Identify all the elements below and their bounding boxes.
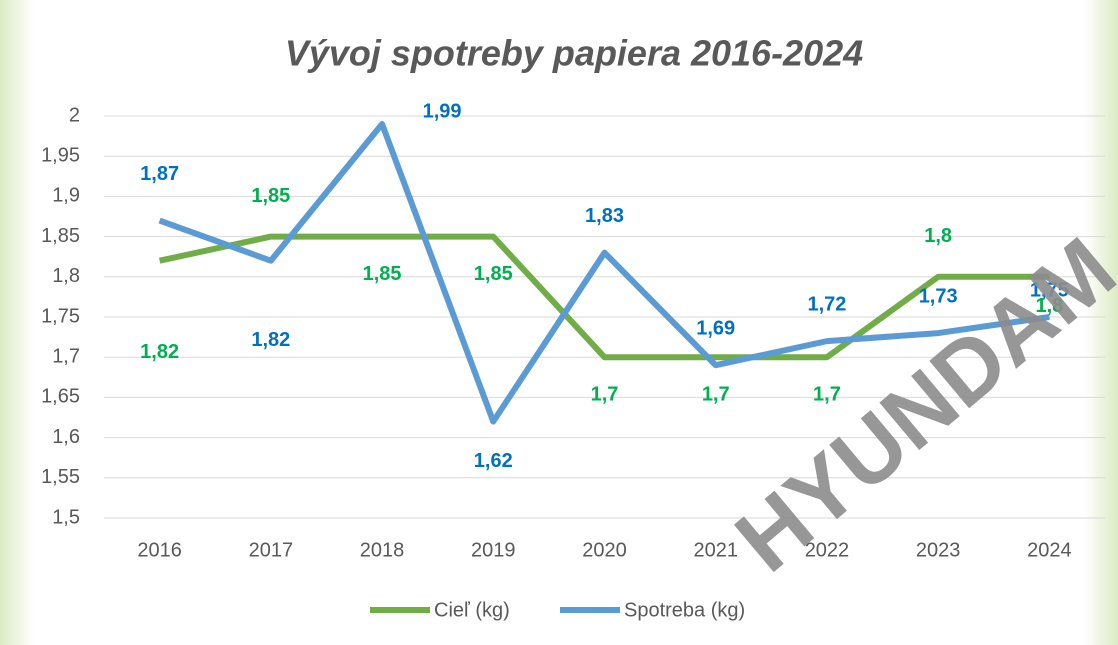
data-label: 1,7	[702, 383, 730, 405]
x-tick-label: 2019	[471, 539, 516, 561]
x-tick-label: 2021	[693, 539, 738, 561]
data-label: 1,82	[251, 329, 290, 351]
y-tick-label: 1,65	[41, 386, 80, 408]
legend-label: Spotreba (kg)	[624, 599, 745, 621]
x-tick-label: 2016	[137, 539, 182, 561]
data-label: 1,85	[363, 263, 402, 285]
x-tick-label: 2022	[805, 539, 850, 561]
data-label: 1,83	[585, 205, 624, 227]
y-tick-label: 1,75	[41, 305, 80, 327]
data-label: 1,82	[140, 341, 179, 363]
legend-label: Cieľ (kg)	[434, 599, 510, 621]
x-tick-label: 2018	[360, 539, 405, 561]
data-label: 1,75	[1030, 279, 1069, 301]
data-label: 1,99	[423, 100, 462, 122]
series-line	[158, 233, 1050, 361]
data-label: 1,62	[474, 450, 513, 472]
y-tick-label: 1,8	[52, 265, 80, 287]
y-tick-label: 1,95	[41, 144, 80, 166]
x-tick-label: 2020	[582, 539, 627, 561]
data-label: 1,7	[591, 383, 619, 405]
y-tick-label: 1,6	[52, 426, 80, 448]
y-tick-label: 1,85	[41, 225, 80, 247]
x-tick-label: 2023	[916, 539, 961, 561]
data-label: 1,85	[251, 185, 290, 207]
y-tick-label: 1,7	[52, 345, 80, 367]
chart-title: Vývoj spotreby papiera 2016-2024	[285, 33, 863, 74]
data-label: 1,72	[807, 293, 846, 315]
y-tick-label: 1,5	[52, 506, 80, 528]
data-label: 1,85	[474, 263, 513, 285]
x-tick-label: 2024	[1027, 539, 1072, 561]
data-label: 1,8	[1035, 295, 1063, 317]
data-label: 1,73	[919, 285, 958, 307]
y-tick-label: 1,9	[52, 185, 80, 207]
data-label: 1,87	[140, 163, 179, 185]
data-label: 1,8	[924, 225, 952, 247]
y-tick-label: 1,55	[41, 466, 80, 488]
x-tick-label: 2017	[249, 539, 294, 561]
y-tick-label: 2	[69, 104, 80, 126]
data-label: 1,69	[696, 318, 735, 340]
data-label: 1,7	[813, 383, 841, 405]
series-line	[158, 121, 1050, 425]
